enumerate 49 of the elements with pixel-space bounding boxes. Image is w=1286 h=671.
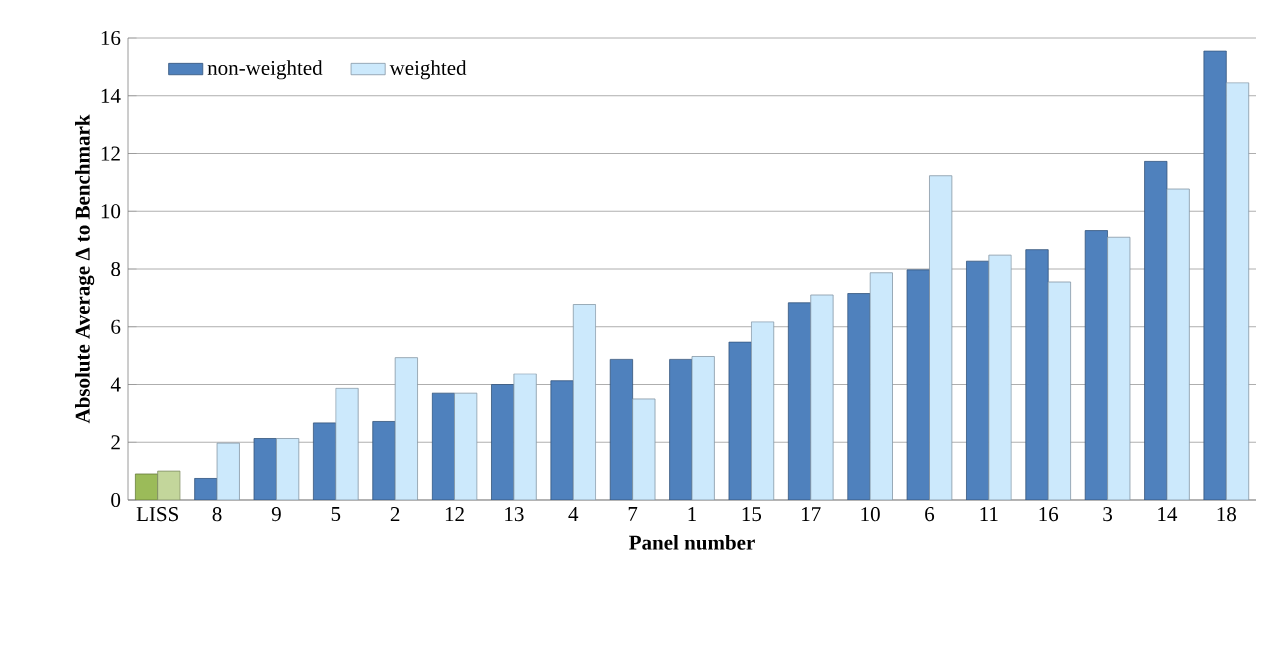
y-axis-title: Absolute Average Δ to Benchmark [75, 114, 95, 424]
x-tick-label: 2 [390, 507, 400, 521]
x-tick-label: 8 [212, 507, 222, 522]
x-tick-label: 4 [568, 507, 579, 521]
legend-label: weighted [389, 60, 467, 80]
x-tick-label: 9 [271, 507, 281, 522]
bar [335, 387, 359, 500]
bar [253, 438, 277, 500]
bar [847, 293, 871, 500]
x-tick-label: 12 [445, 507, 464, 521]
bar [194, 477, 218, 500]
x-tick-label: 10 [861, 507, 880, 522]
y-tick-label: 2 [111, 435, 120, 450]
x-axis-title: Panel number [629, 534, 755, 550]
y-tick-label: 6 [111, 319, 121, 334]
bar [869, 272, 893, 500]
bar [454, 392, 478, 500]
x-tick-label: 6 [925, 507, 935, 522]
y-tick-label: 0 [111, 492, 121, 508]
x-tick-label: 7 [628, 507, 638, 521]
bar [1084, 230, 1108, 500]
x-tick-label: 15 [742, 507, 762, 522]
bar [1225, 82, 1250, 500]
bar [906, 269, 930, 500]
bar [810, 294, 834, 500]
y-tick-label: 16 [101, 30, 121, 46]
y-tick-label: 14 [101, 88, 121, 103]
legend-label: non-weighted [207, 60, 323, 80]
y-tick-label: 12 [101, 146, 120, 161]
x-tick-label: 18 [1217, 507, 1237, 522]
bar [750, 321, 775, 500]
bar [513, 373, 537, 500]
y-tick-label: 4 [110, 377, 121, 392]
x-tick-label: 1 [688, 507, 696, 521]
bar [431, 392, 455, 500]
x-tick-label: 5 [331, 507, 341, 522]
x-tick-label: 3 [1103, 507, 1112, 522]
bar [1025, 249, 1049, 500]
bar [157, 470, 181, 500]
x-tick-label: 14 [1158, 507, 1178, 521]
y-tick-label: 8 [111, 261, 121, 277]
y-tick-label: 10 [101, 204, 121, 219]
x-tick-label: 11 [980, 507, 998, 521]
x-tick-label: 16 [1039, 507, 1059, 522]
bar [550, 380, 574, 500]
x-tick-label: 13 [505, 507, 524, 522]
x-tick-label: 17 [802, 507, 821, 521]
x-tick-label: LISS [136, 507, 178, 522]
bar [572, 304, 597, 500]
